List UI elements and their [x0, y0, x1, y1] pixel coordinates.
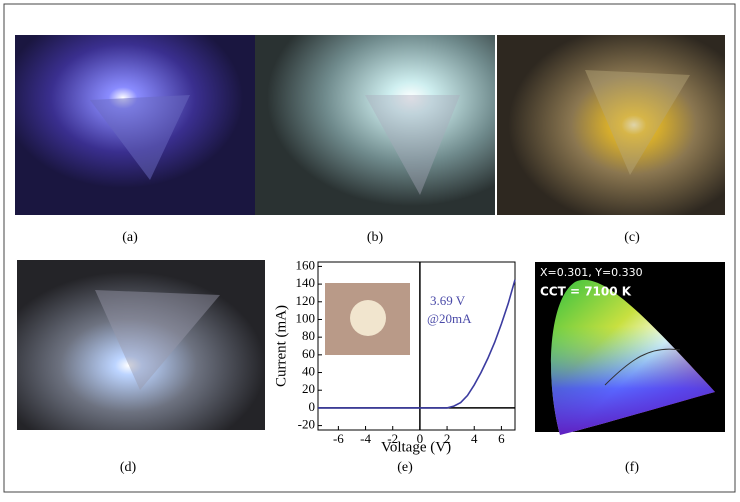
panel-label: (d)	[120, 460, 137, 475]
panel-label: (b)	[367, 230, 384, 245]
y-tick-label: 140	[296, 275, 316, 290]
panel-label: (e)	[397, 460, 413, 475]
x-tick-label: 6	[498, 431, 505, 446]
y-tick-label: 40	[302, 364, 315, 379]
cie-cct: CCT = 7100 K	[540, 285, 632, 299]
y-tick-label: 60	[302, 346, 315, 361]
inset-photo	[325, 283, 410, 355]
photo-a	[15, 35, 255, 215]
cie-coordinates: X=0.301, Y=0.330	[540, 266, 643, 279]
cie-diagram: X=0.301, Y=0.330 CCT = 7100 K	[535, 262, 725, 435]
y-axis-label: Current (mA)	[273, 305, 289, 387]
photo-b	[255, 35, 495, 215]
y-tick-label: 0	[309, 399, 316, 414]
photo-d	[17, 260, 265, 430]
photo-c	[497, 35, 725, 215]
y-tick-label: 120	[296, 293, 316, 308]
y-tick-label: 20	[302, 381, 315, 396]
panel-label: (a)	[122, 230, 138, 245]
y-tick-label: 100	[296, 310, 316, 325]
y-tick-label: -20	[298, 417, 315, 432]
annotation: @20mA	[427, 311, 472, 326]
x-tick-label: -2	[387, 431, 398, 446]
figure: X=0.301, Y=0.330 CCT = 7100 K (a) (b) (c…	[0, 0, 740, 497]
x-tick-label: 0	[417, 431, 424, 446]
panel-label: (f)	[625, 460, 639, 475]
annotation: 3.69 V	[430, 293, 466, 308]
panel-label: (c)	[624, 230, 640, 245]
x-tick-label: 2	[444, 431, 451, 446]
y-tick-label: 160	[296, 257, 316, 272]
y-tick-label: 80	[302, 328, 315, 343]
x-tick-label: 4	[471, 431, 478, 446]
x-tick-label: -6	[333, 431, 344, 446]
x-tick-label: -4	[360, 431, 371, 446]
